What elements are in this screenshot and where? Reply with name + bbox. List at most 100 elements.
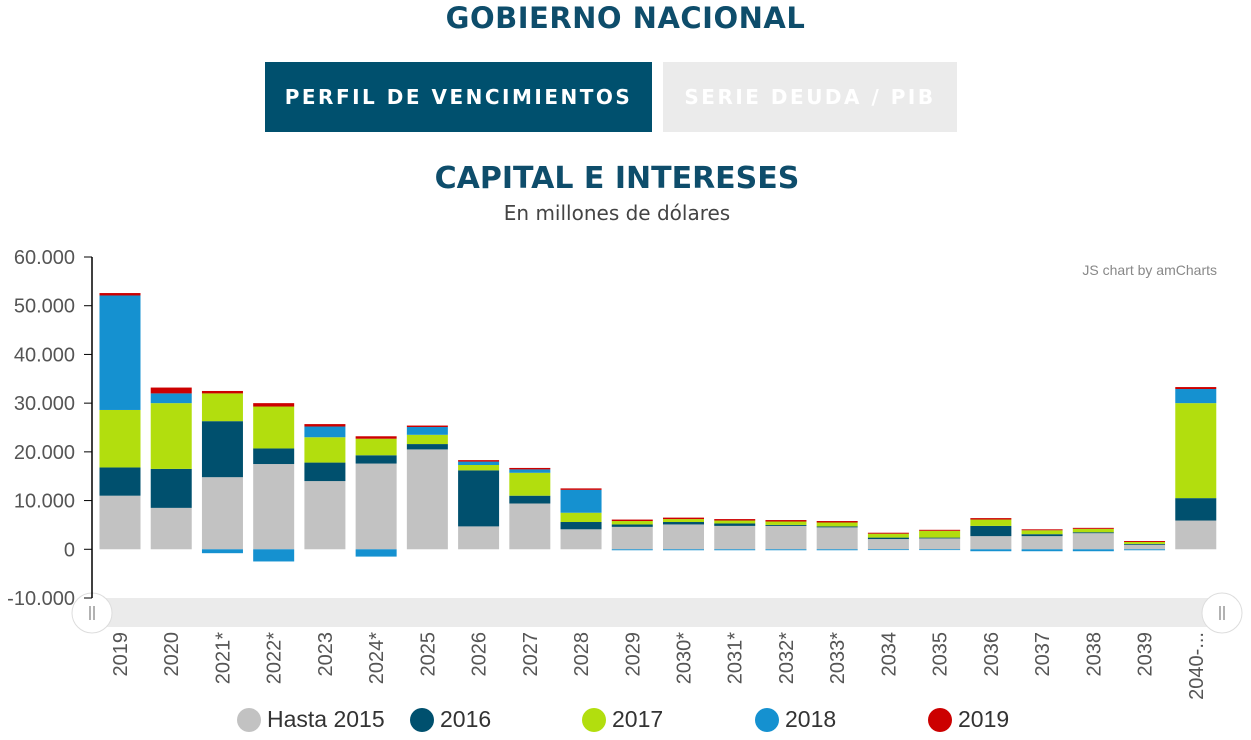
bar-column-2035[interactable] [919,529,961,551]
bar-segment-2016[interactable] [970,525,1012,537]
bar-segment-2019[interactable] [663,517,704,520]
bar-segment-2017[interactable] [253,406,295,449]
bar-segment-2019[interactable] [816,521,858,523]
bar-segment-2018[interactable] [714,549,756,551]
bar-segment-2018[interactable] [509,469,551,473]
bar-segment-2019[interactable] [355,436,397,439]
bar-segment-2018[interactable] [253,549,295,562]
bar-segment-2019[interactable] [253,403,295,407]
legend-item-2019[interactable]: 2019 [928,706,1009,733]
legend-item-2017[interactable]: 2017 [582,706,663,733]
bar-segment-2018[interactable] [150,393,192,404]
bar-column-2038[interactable] [1072,527,1114,552]
bar-segment-2016[interactable] [201,421,243,478]
bar-segment-2018[interactable] [816,549,858,551]
bar-segment-hasta-2015[interactable] [970,536,1012,550]
bar-segment-2017[interactable] [611,521,653,525]
bar-segment-2016[interactable] [919,537,961,539]
scrollbar-grip-left[interactable] [71,592,113,634]
bar-column-2036[interactable] [970,518,1012,552]
bar-segment-2016[interactable] [304,462,346,482]
bar-column-2028[interactable] [560,488,602,550]
bar-segment-2019[interactable] [458,460,500,462]
bar-column-2037[interactable] [1021,529,1063,552]
bar-segment-2016[interactable] [509,495,551,504]
bar-segment-2018[interactable] [765,549,807,551]
bar-segment-2018[interactable] [304,426,346,438]
bar-segment-2017[interactable] [99,409,141,468]
bar-segment-hasta-2015[interactable] [253,464,295,550]
bar-segment-2019[interactable] [99,293,141,296]
bar-segment-hasta-2015[interactable] [714,525,756,550]
bar-segment-2016[interactable] [406,444,448,450]
bar-segment-2018[interactable] [611,549,653,551]
bar-segment-2017[interactable] [355,438,397,456]
bar-segment-2018[interactable] [1124,549,1166,551]
bar-segment-2018[interactable] [1175,389,1217,404]
tab-perfil-de-vencimientos[interactable]: PERFIL DE VENCIMIENTOS [265,62,652,132]
bar-segment-2017[interactable] [304,437,346,463]
bar-segment-hasta-2015[interactable] [1021,536,1063,550]
bar-segment-2016[interactable] [355,455,397,464]
bar-segment-hasta-2015[interactable] [99,495,141,550]
bar-segment-2016[interactable] [99,467,141,496]
bar-segment-hasta-2015[interactable] [919,538,961,550]
tab-serie-deuda-pib[interactable]: SERIE DEUDA / PIB [663,62,957,132]
bar-segment-2018[interactable] [560,489,602,513]
bar-segment-hasta-2015[interactable] [1124,544,1166,550]
chart-credit[interactable]: JS chart by amCharts [1082,262,1217,278]
bar-segment-hasta-2015[interactable] [611,526,653,550]
bar-segment-2016[interactable] [1124,543,1166,545]
bar-segment-2016[interactable] [1072,532,1114,534]
bar-segment-2018[interactable] [201,549,243,554]
bar-column-2034[interactable] [867,532,909,551]
bar-segment-hasta-2015[interactable] [355,463,397,550]
bar-segment-2019[interactable] [150,387,192,394]
bar-segment-2017[interactable] [560,512,602,523]
bar-column-2021[interactable] [201,390,243,554]
bar-segment-2017[interactable] [867,533,909,538]
legend-item-hasta-2015[interactable]: Hasta 2015 [237,706,385,733]
bar-column-2030[interactable] [663,517,704,551]
bar-column-2040[interactable] [1175,387,1217,550]
bar-segment-2017[interactable] [201,393,243,422]
bar-column-2029[interactable] [611,519,653,551]
bar-segment-2019[interactable] [1021,529,1063,531]
bar-segment-2016[interactable] [1021,534,1063,537]
bar-segment-2019[interactable] [304,424,346,427]
bar-column-2026[interactable] [458,460,500,550]
bar-segment-hasta-2015[interactable] [150,507,192,550]
bar-segment-2016[interactable] [253,448,295,465]
bar-segment-2016[interactable] [458,470,500,527]
bar-segment-2019[interactable] [919,529,961,531]
bar-segment-2016[interactable] [611,524,653,527]
bar-column-2020[interactable] [150,387,192,550]
bar-segment-2018[interactable] [867,549,909,551]
bar-segment-hasta-2015[interactable] [1175,520,1217,550]
bar-segment-2016[interactable] [1175,498,1217,521]
bar-column-2027[interactable] [509,467,551,550]
bar-segment-2019[interactable] [201,390,243,394]
bar-segment-2018[interactable] [663,549,704,551]
bar-segment-2016[interactable] [560,522,602,530]
legend-item-2018[interactable]: 2018 [755,706,836,733]
bar-segment-2019[interactable] [560,488,602,490]
bar-segment-2017[interactable] [458,465,500,471]
bar-column-2025[interactable] [406,425,448,550]
bar-segment-2017[interactable] [1072,528,1114,533]
bar-segment-2017[interactable] [663,519,704,523]
bar-segment-hasta-2015[interactable] [560,529,602,550]
bar-segment-hasta-2015[interactable] [201,477,243,550]
bar-column-2022[interactable] [253,403,295,562]
bar-segment-2017[interactable] [919,530,961,538]
bar-column-2031[interactable] [714,519,756,551]
bar-segment-2017[interactable] [1021,530,1063,535]
bar-segment-2017[interactable] [1175,403,1217,499]
bar-segment-hasta-2015[interactable] [458,526,500,550]
bar-segment-2017[interactable] [509,472,551,496]
bar-segment-hasta-2015[interactable] [867,539,909,550]
bar-segment-2016[interactable] [765,524,807,526]
scrollbar-grip-right[interactable] [1201,592,1243,634]
bar-segment-2018[interactable] [1021,549,1063,552]
bar-segment-2019[interactable] [970,518,1012,520]
